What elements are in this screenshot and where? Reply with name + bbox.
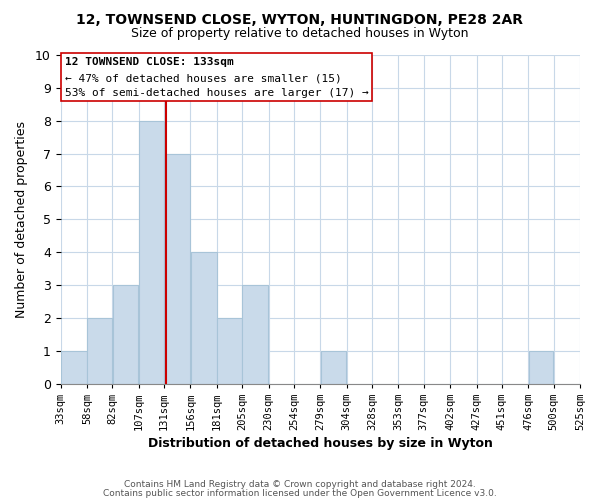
Text: Size of property relative to detached houses in Wyton: Size of property relative to detached ho… xyxy=(131,28,469,40)
Bar xyxy=(529,350,553,384)
Bar xyxy=(87,318,112,384)
Text: 12, TOWNSEND CLOSE, WYTON, HUNTINGDON, PE28 2AR: 12, TOWNSEND CLOSE, WYTON, HUNTINGDON, P… xyxy=(77,12,523,26)
Bar xyxy=(191,252,217,384)
Y-axis label: Number of detached properties: Number of detached properties xyxy=(15,121,28,318)
Bar xyxy=(113,285,139,384)
Text: 53% of semi-detached houses are larger (17) →: 53% of semi-detached houses are larger (… xyxy=(65,88,368,98)
FancyBboxPatch shape xyxy=(61,54,372,101)
Bar xyxy=(242,285,268,384)
Bar xyxy=(320,350,346,384)
Bar xyxy=(164,154,190,384)
Bar xyxy=(139,120,164,384)
Text: ← 47% of detached houses are smaller (15): ← 47% of detached houses are smaller (15… xyxy=(65,74,341,84)
Text: Contains HM Land Registry data © Crown copyright and database right 2024.: Contains HM Land Registry data © Crown c… xyxy=(124,480,476,489)
Text: Contains public sector information licensed under the Open Government Licence v3: Contains public sector information licen… xyxy=(103,489,497,498)
Bar xyxy=(61,350,86,384)
Text: 12 TOWNSEND CLOSE: 133sqm: 12 TOWNSEND CLOSE: 133sqm xyxy=(65,57,233,67)
Bar xyxy=(217,318,242,384)
X-axis label: Distribution of detached houses by size in Wyton: Distribution of detached houses by size … xyxy=(148,437,493,450)
